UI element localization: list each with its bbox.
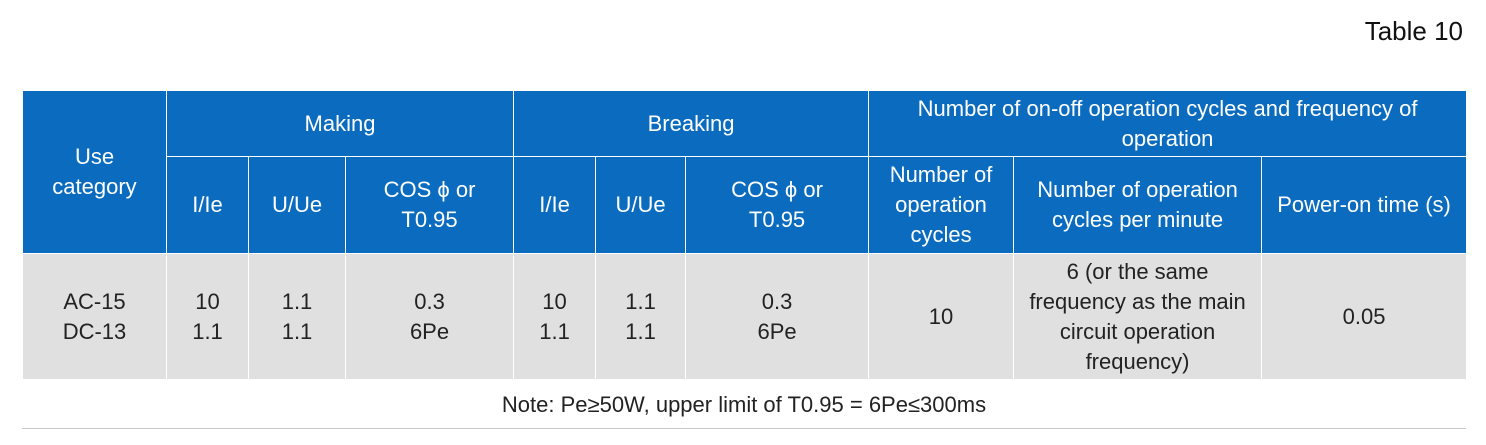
cell-use-category-dc: DC-13 — [62, 318, 127, 344]
header-breaking-u: U/Ue — [595, 156, 687, 254]
cell-breaking-u-ac: 1.1 — [625, 288, 656, 314]
cell-breaking-cos-ac: 0.3 — [761, 288, 793, 314]
cell-making-cos-dc: 6Pe — [409, 318, 450, 344]
cell-making-i: 10 1.1 — [166, 253, 249, 380]
cell-making-u: 1.1 1.1 — [248, 253, 346, 380]
cell-breaking-u-dc: 1.1 — [625, 318, 656, 344]
header-breaking-cos: COS ϕ or T0.95 — [685, 156, 870, 254]
cell-cycles: 10 — [868, 253, 1015, 380]
cell-power-on-time: 0.05 — [1261, 253, 1468, 380]
spec-table: Use category Making Breaking Number of o… — [22, 90, 1468, 380]
header-breaking-i: I/Ie — [513, 156, 597, 254]
cell-breaking-i-dc: 1.1 — [539, 318, 570, 344]
cell-breaking-cos-dc: 6Pe — [757, 318, 797, 344]
header-making-i: I/Ie — [166, 156, 249, 254]
header-breaking: Breaking — [513, 90, 870, 157]
table-caption: Table 10 — [1364, 16, 1463, 46]
cell-use-category: AC-15 DC-13 — [22, 253, 167, 380]
cell-use-category-ac: AC-15 — [63, 288, 126, 314]
cell-making-cos: 0.3 6Pe — [344, 253, 515, 380]
bottom-divider — [22, 428, 1466, 429]
header-making: Making — [165, 90, 515, 157]
cell-breaking-i-ac: 10 — [542, 288, 567, 314]
header-use-category: Use category — [22, 90, 167, 254]
cell-making-u-dc: 1.1 — [281, 318, 313, 344]
cell-cycles-per-minute: 6 (or the same frequency as the main cir… — [1013, 253, 1263, 380]
cell-making-i-ac: 10 — [195, 288, 220, 314]
cell-making-u-ac: 1.1 — [281, 288, 313, 314]
table-row: AC-15 DC-13 10 1.1 1.1 1.1 0.3 6Pe 10 1.… — [22, 253, 1468, 380]
header-cycles: Number of operation cycles — [868, 156, 1015, 254]
cell-breaking-u: 1.1 1.1 — [595, 253, 687, 380]
table-note: Note: Pe≥50W, upper limit of T0.95 = 6Pe… — [501, 392, 987, 417]
cell-breaking-i: 10 1.1 — [513, 253, 597, 380]
header-making-cos: COS ϕ or T0.95 — [344, 156, 515, 254]
cell-breaking-cos: 0.3 6Pe — [685, 253, 870, 380]
header-cycles-group: Number of on-off operation cycles and fr… — [868, 90, 1468, 157]
cell-making-cos-ac: 0.3 — [414, 288, 445, 314]
header-making-u: U/Ue — [248, 156, 346, 254]
header-cycles-per-minute: Number of operation cycles per minute — [1013, 156, 1263, 254]
cell-making-i-dc: 1.1 — [192, 318, 223, 344]
header-power-on-time: Power-on time (s) — [1261, 156, 1468, 254]
